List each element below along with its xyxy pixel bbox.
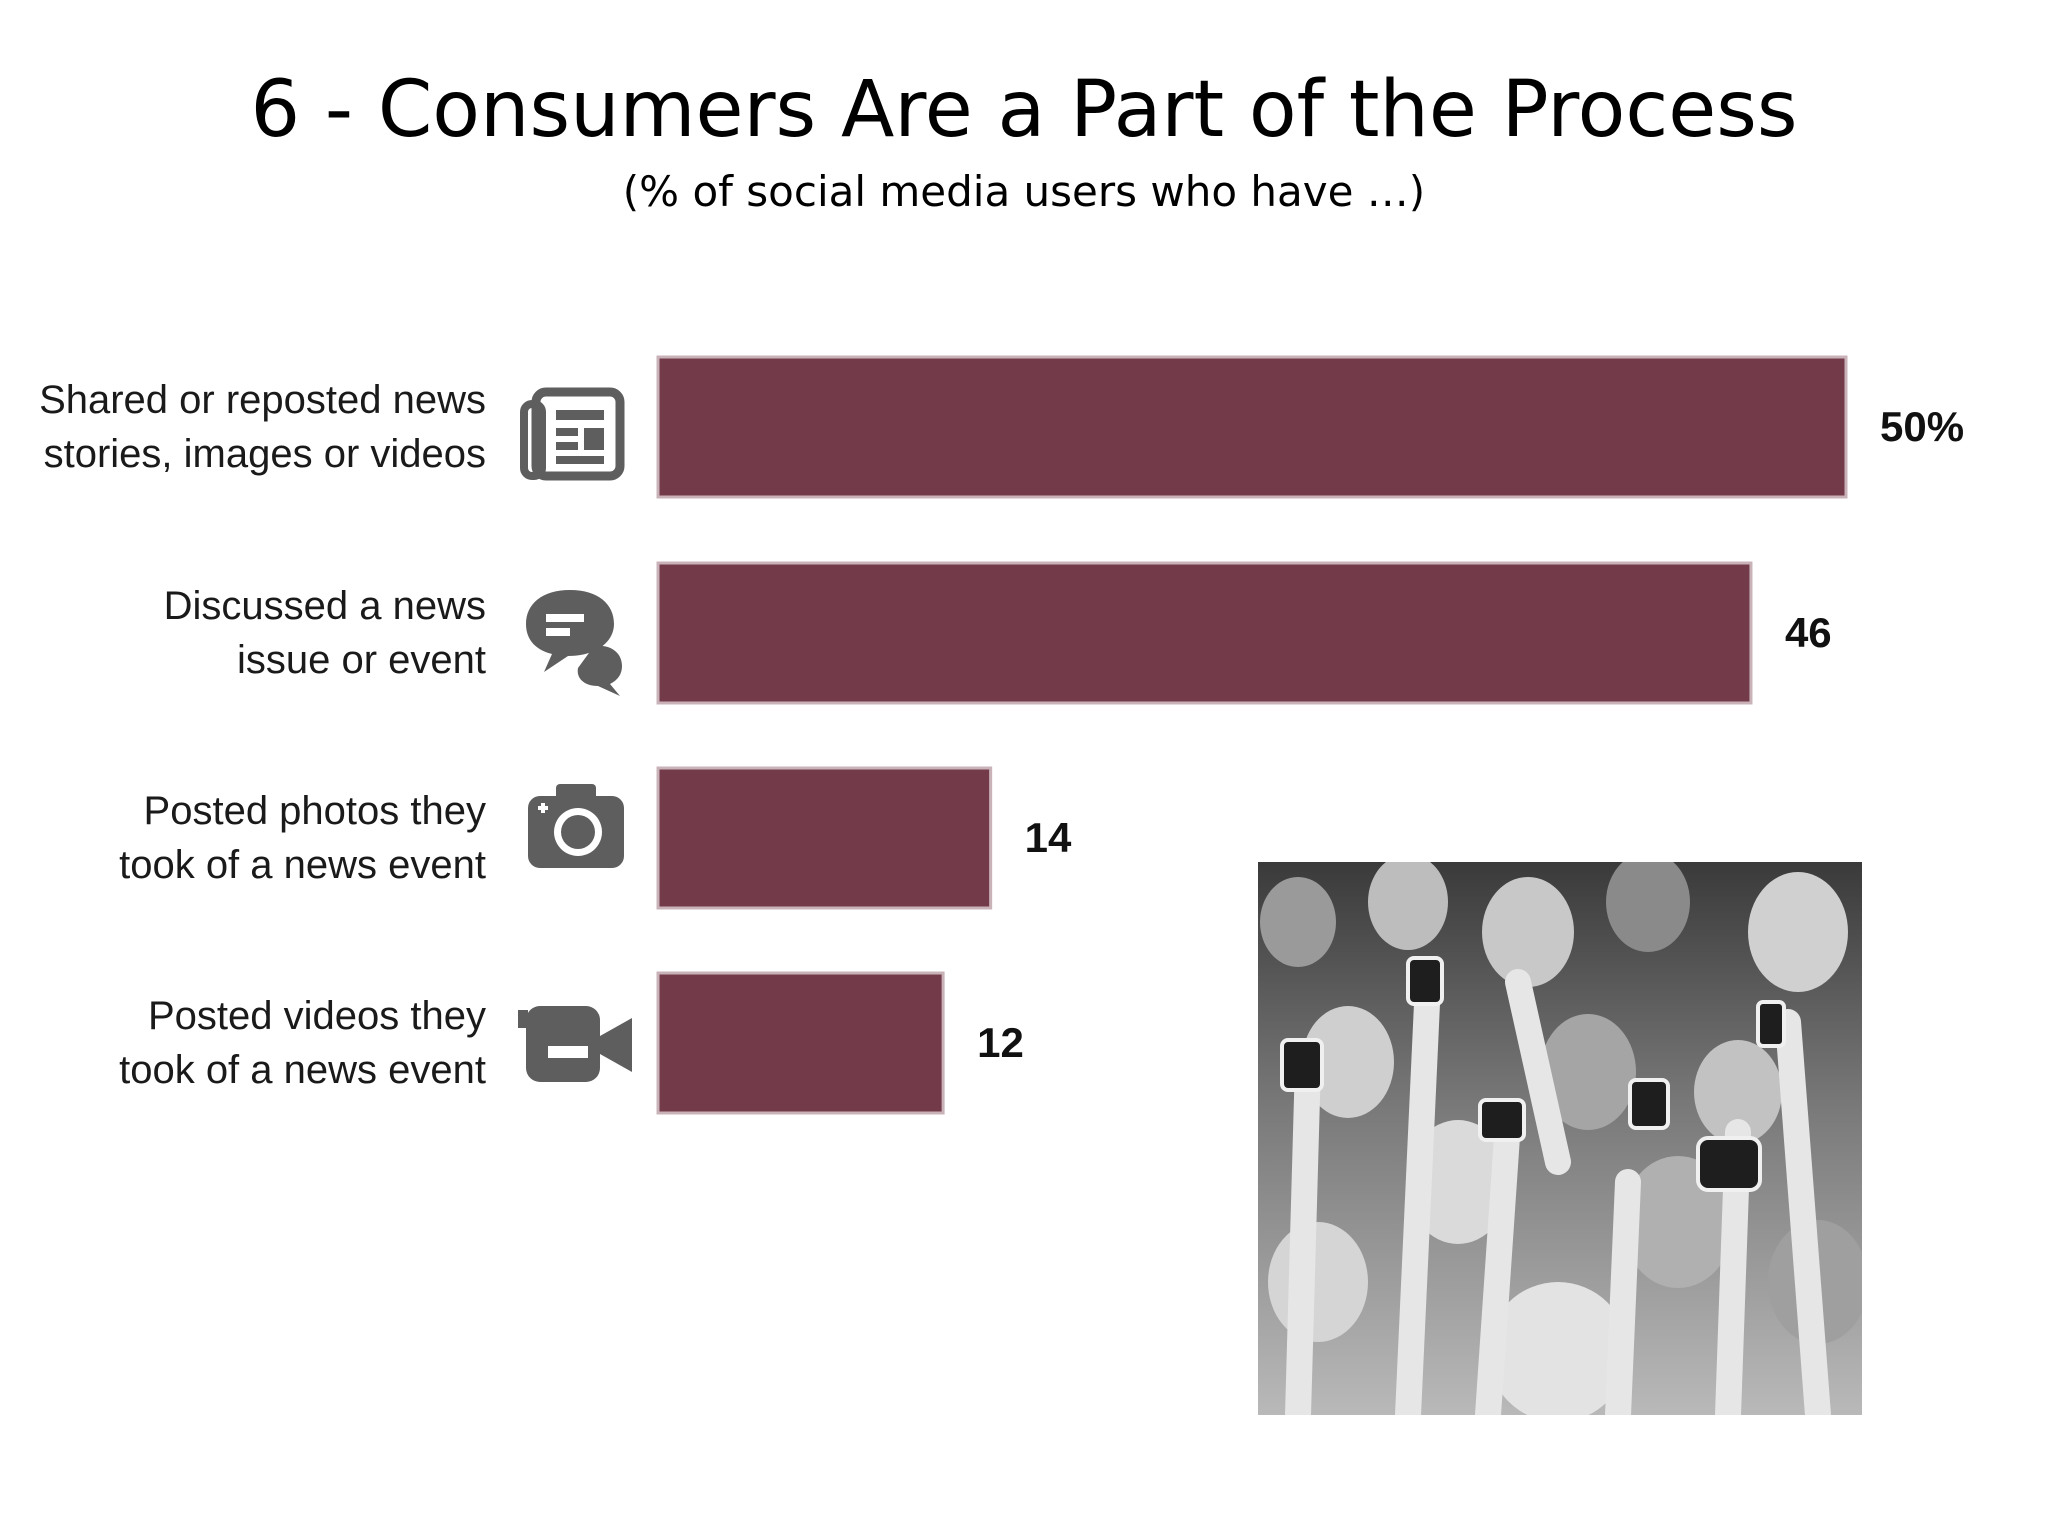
category-label: Posted photos they took of a news event	[119, 789, 486, 887]
chat-bubbles-icon	[526, 590, 622, 696]
newspaper-icon	[524, 392, 620, 476]
bar	[656, 971, 945, 1115]
value-label: 14	[1025, 814, 1072, 861]
crowd-photo	[1258, 862, 1862, 1415]
value-label: 50%	[1880, 403, 1964, 450]
page-title: 6 - Consumers Are a Part of the Process	[250, 65, 1798, 155]
camera-icon	[528, 784, 624, 868]
bar	[656, 355, 1848, 499]
category-label: Posted videos they took of a news event	[119, 994, 486, 1092]
video-camera-icon	[518, 1006, 632, 1082]
page-subtitle: (% of social media users who have …)	[622, 167, 1426, 216]
value-label: 12	[977, 1019, 1024, 1066]
bar	[656, 766, 993, 910]
category-label: Shared or reposted news stories, images o…	[39, 378, 486, 476]
bar	[656, 561, 1753, 705]
category-label: Discussed a news issue or event	[164, 584, 486, 682]
value-label: 46	[1785, 609, 1832, 656]
